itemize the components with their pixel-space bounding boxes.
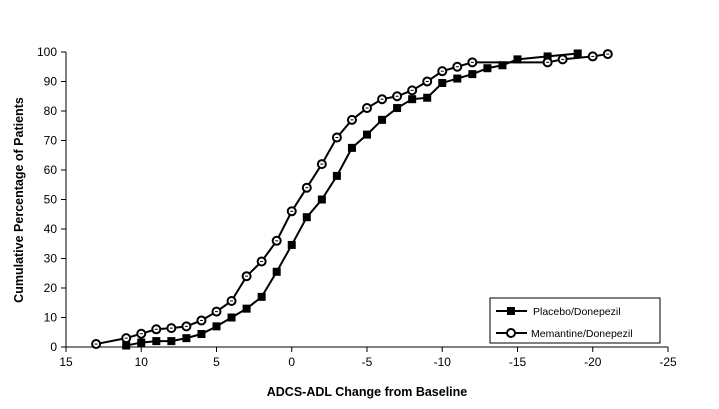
y-tick-label: 100: [37, 45, 57, 59]
circle-marker-icon: [506, 328, 516, 338]
x-axis-title: ADCS-ADL Change from Baseline: [267, 385, 468, 399]
data-point: [182, 334, 191, 343]
legend-item-placebo: Placebo/Donepezil: [496, 306, 621, 318]
data-point: [272, 267, 281, 276]
data-point: [212, 322, 221, 331]
data-point: [257, 292, 266, 301]
y-tick-label: 50: [44, 193, 58, 207]
data-point: [137, 338, 146, 347]
series-memantine-donepezil: [91, 49, 613, 350]
x-axis: 15 10 5 0 -5 -10 -15 -20 -25: [59, 346, 677, 369]
data-point: [242, 304, 251, 313]
data-point: [513, 55, 522, 64]
y-axis: 0 10 20 30 40 50 60 70 80 90 100: [37, 45, 67, 354]
y-tick-label: 0: [50, 340, 57, 354]
x-tick-label: 10: [135, 355, 149, 369]
data-point: [347, 143, 356, 152]
data-point: [287, 240, 296, 249]
data-point: [543, 52, 552, 61]
x-tick-label: 5: [213, 355, 220, 369]
data-point: [378, 115, 387, 124]
y-tick-label: 30: [44, 252, 58, 266]
y-tick-label: 90: [44, 75, 58, 89]
data-point: [167, 337, 176, 346]
legend: Placebo/Donepezil Memantine/Donepezil: [489, 297, 661, 344]
data-point: [197, 330, 206, 339]
y-tick-label: 40: [44, 222, 58, 236]
x-tick-label: 15: [59, 355, 73, 369]
svg-text:Placebo/Donepezil: Placebo/Donepezil: [533, 306, 621, 318]
data-point: [332, 171, 341, 180]
x-tick-label: -25: [659, 355, 677, 369]
x-tick-label: 0: [288, 355, 295, 369]
data-point: [302, 213, 311, 222]
y-tick-label: 60: [44, 163, 58, 177]
data-point: [498, 61, 507, 70]
y-axis-title: Cumulative Percentage of Patients: [12, 97, 26, 303]
square-marker-icon: [507, 307, 515, 315]
data-point: [152, 337, 161, 346]
y-tick-label: 80: [44, 104, 58, 118]
x-tick-label: -20: [584, 355, 602, 369]
data-point: [483, 64, 492, 73]
series-placebo-donepezil: [122, 49, 582, 350]
data-point: [122, 341, 131, 350]
y-tick-label: 10: [44, 311, 58, 325]
y-tick-label: 70: [44, 134, 58, 148]
x-tick-label: -15: [509, 355, 527, 369]
y-tick-label: 20: [44, 281, 58, 295]
data-point: [468, 70, 477, 79]
x-tick-label: -10: [434, 355, 452, 369]
data-point: [317, 195, 326, 204]
data-point: [408, 95, 417, 104]
plot-area: [91, 49, 613, 350]
legend-item-memantine: Memantine/Donepezil: [496, 328, 633, 340]
data-point: [438, 78, 447, 87]
data-point: [227, 313, 236, 322]
data-point: [423, 93, 432, 102]
x-tick-label: -5: [362, 355, 373, 369]
data-point: [363, 130, 371, 139]
data-point: [453, 74, 462, 83]
svg-text:Memantine/Donepezil: Memantine/Donepezil: [531, 328, 633, 340]
data-point: [573, 49, 582, 58]
data-point: [393, 104, 402, 113]
